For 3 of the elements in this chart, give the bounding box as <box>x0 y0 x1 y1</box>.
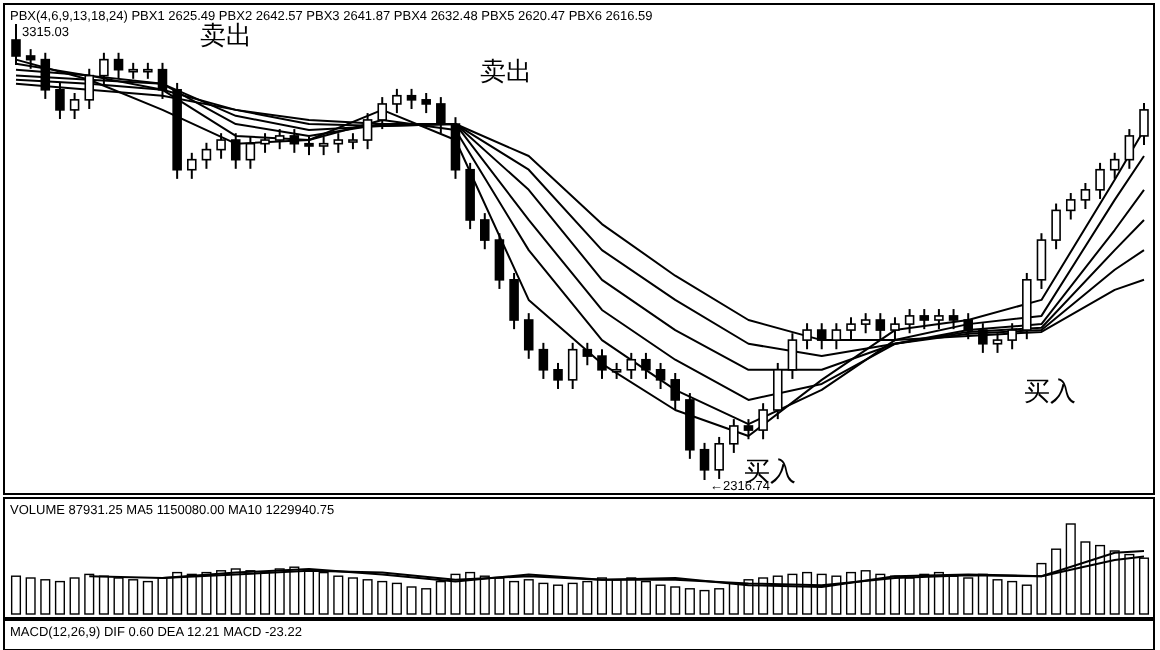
annotation: 卖出 <box>200 20 252 50</box>
annotation: 买入 <box>1024 376 1076 406</box>
annotation: 卖出 <box>480 56 532 86</box>
